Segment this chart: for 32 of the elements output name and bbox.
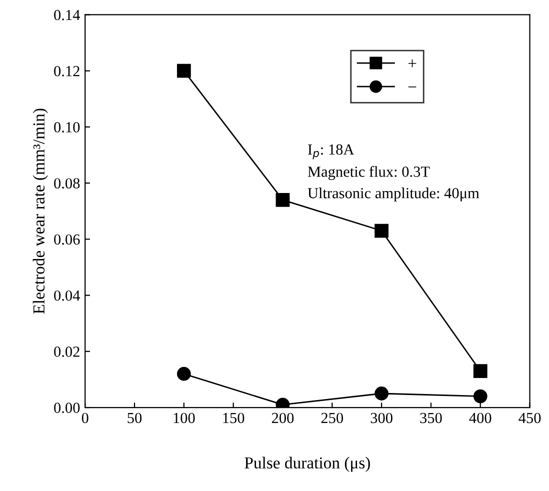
y-tick-label: 0.10 <box>54 122 80 132</box>
x-tick-label: 50 <box>128 412 142 424</box>
y-tick-label: 0.02 <box>54 346 80 357</box>
point <box>176 64 191 78</box>
y-tick-label: 0.08 <box>54 178 80 189</box>
y-tick-label: 0.04 <box>54 290 80 301</box>
y-tick-label: 0.12 <box>54 66 80 76</box>
x-tick-label: 250 <box>321 412 344 424</box>
point <box>374 224 388 238</box>
y-tick-label: 0.06 <box>54 234 80 245</box>
x-tick-label: 200 <box>272 412 294 424</box>
x-tick-label: 400 <box>469 412 492 424</box>
point <box>176 366 191 381</box>
annotation: Ultrasonic amplitude: 40μm <box>308 188 480 202</box>
x-tick-label: 350 <box>420 412 442 424</box>
x-tick-label: 450 <box>518 412 541 424</box>
annotation: I$_{p}$: 18A <box>308 144 354 160</box>
x-tick-label: 100 <box>174 412 195 424</box>
point <box>473 364 488 378</box>
legend-label: + <box>408 59 416 68</box>
point <box>276 192 290 207</box>
x-axis-title: Pulse duration (μs) <box>244 456 370 472</box>
x-tick-label: 150 <box>223 412 244 424</box>
point <box>374 386 388 400</box>
x-tick-label: 0 <box>82 412 88 424</box>
y-tick-label: 0.14 <box>54 10 80 20</box>
annotation: Magnetic flux: 0.3T <box>308 166 430 180</box>
legend-label: − <box>408 86 416 88</box>
point <box>473 389 488 404</box>
y-axis-title: Electrode wear rate (mm³/min) <box>32 108 48 314</box>
y-tick-label: 0.00 <box>54 402 80 414</box>
x-tick-label: 300 <box>370 412 392 424</box>
